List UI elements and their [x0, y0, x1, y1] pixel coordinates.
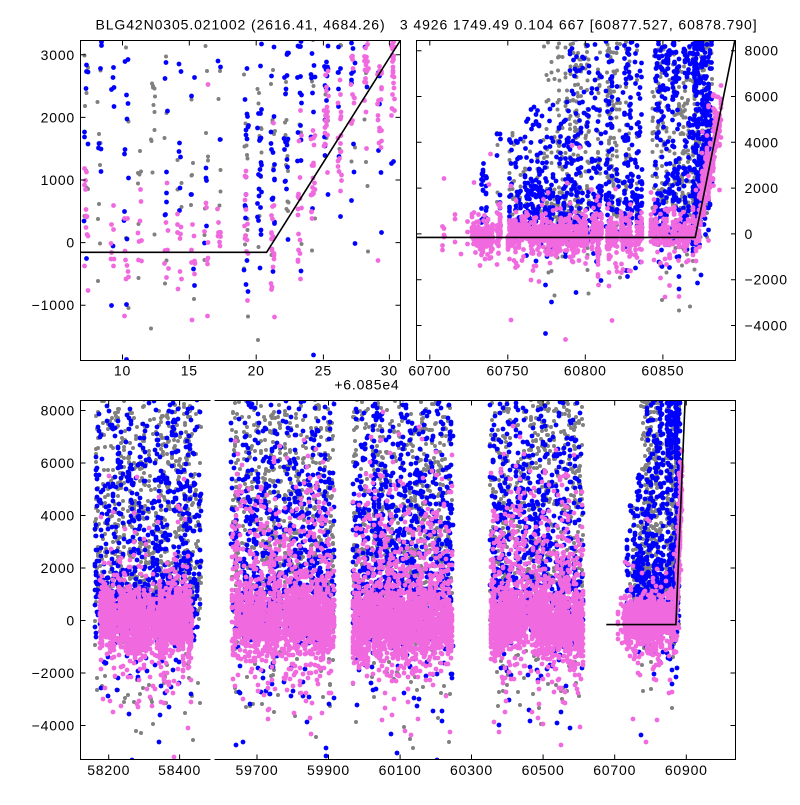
svg-text:58200: 58200 — [87, 762, 130, 778]
svg-text:−1000: −1000 — [32, 297, 75, 313]
svg-text:0: 0 — [66, 613, 75, 629]
svg-text:60900: 60900 — [665, 762, 708, 778]
svg-text:−2000: −2000 — [745, 272, 788, 288]
svg-text:−2000: −2000 — [32, 665, 75, 681]
svg-text:0: 0 — [66, 235, 75, 251]
svg-text:2000: 2000 — [745, 180, 779, 196]
svg-text:0: 0 — [745, 226, 754, 242]
svg-text:−4000: −4000 — [745, 318, 788, 334]
svg-text:60500: 60500 — [522, 762, 565, 778]
svg-text:4000: 4000 — [41, 508, 75, 524]
svg-text:60300: 60300 — [450, 762, 493, 778]
svg-text:BLG42N0305.021002 (2616.41, 46: BLG42N0305.021002 (2616.41, 4684.26) 3 4… — [95, 17, 757, 33]
svg-text:8000: 8000 — [745, 43, 779, 59]
svg-text:6000: 6000 — [41, 455, 75, 471]
svg-text:6000: 6000 — [745, 89, 779, 105]
svg-text:58400: 58400 — [158, 762, 201, 778]
svg-text:60700: 60700 — [593, 762, 636, 778]
svg-text:2000: 2000 — [41, 560, 75, 576]
svg-text:20: 20 — [248, 363, 265, 379]
svg-text:59700: 59700 — [236, 762, 279, 778]
svg-text:15: 15 — [181, 363, 198, 379]
svg-text:+6.085e4: +6.085e4 — [334, 377, 399, 393]
svg-text:10: 10 — [114, 363, 131, 379]
svg-text:59900: 59900 — [307, 762, 350, 778]
svg-text:8000: 8000 — [41, 403, 75, 419]
svg-text:25: 25 — [315, 363, 332, 379]
svg-text:1000: 1000 — [41, 172, 75, 188]
svg-text:30: 30 — [381, 363, 398, 379]
svg-text:4000: 4000 — [745, 134, 779, 150]
svg-text:60750: 60750 — [486, 363, 529, 379]
svg-text:3000: 3000 — [41, 47, 75, 63]
svg-text:60700: 60700 — [408, 363, 451, 379]
svg-text:60850: 60850 — [641, 363, 684, 379]
svg-text:2000: 2000 — [41, 109, 75, 125]
svg-text:60100: 60100 — [379, 762, 422, 778]
svg-text:−4000: −4000 — [32, 718, 75, 734]
svg-text:60800: 60800 — [564, 363, 607, 379]
